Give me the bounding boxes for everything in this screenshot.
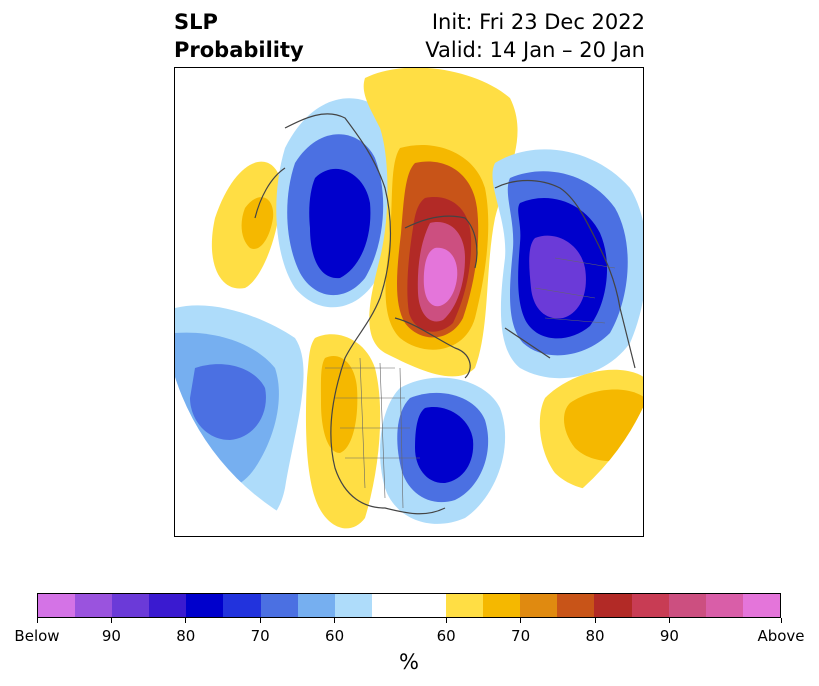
political-borders [325,257,616,509]
colorbar-tick-label: 70 [250,627,270,645]
probability-shading [175,68,643,536]
colorbar-swatch [705,594,743,617]
colorbar-tick [36,618,38,623]
colorbar-swatch [149,594,187,617]
anomaly-alaska-core [309,168,371,279]
colorbar-unit: % [399,650,419,674]
colorbar-tick-label: 90 [101,627,121,645]
title-line-2: Probability [174,38,304,62]
map-dates: Init: Fri 23 Dec 2022 Valid: 14 Jan – 20… [425,8,645,64]
title-line-1: SLP [174,10,218,34]
colorbar-swatch [408,594,447,617]
colorbar-swatch [186,594,224,617]
colorbar-tick [445,618,447,623]
colorbar-tick-label: 60 [436,627,456,645]
colorbar-swatch [594,594,632,617]
colorbar-tick-label: 80 [585,627,605,645]
colorbar-swatch [446,594,484,617]
colorbar-tick [668,618,670,623]
colorbar [37,593,781,618]
colorbar-tick-label: Above [757,627,805,645]
colorbar-tick [780,618,782,623]
colorbar-tick-label: 70 [511,627,531,645]
valid-range: Valid: 14 Jan – 20 Jan [425,38,645,62]
map-title: SLP Probability [174,8,304,64]
colorbar-tick [185,618,187,623]
colorbar-tick [110,618,112,623]
colorbar-swatch [223,594,261,617]
colorbar-swatch [483,594,521,617]
anomaly-north-pacific-above-core [241,197,274,249]
colorbar-swatch [75,594,113,617]
colorbar-swatch [557,594,595,617]
colorbar-swatch [668,594,706,617]
coastlines [254,113,636,515]
colorbar-tick [520,618,522,623]
anomaly-western-na-core [320,356,358,453]
anomaly-europe-core [529,235,586,319]
colorbar-swatch [334,594,372,617]
colorbar-swatch [631,594,669,617]
colorbar-tick [594,618,596,623]
probability-map [175,68,643,536]
colorbar-swatch [112,594,150,617]
colorbar-swatch [297,594,335,617]
colorbar-tick [334,618,336,623]
colorbar-swatch [371,594,409,617]
map-panel [174,67,644,537]
colorbar-tick [259,618,261,623]
init-date: Init: Fri 23 Dec 2022 [431,10,645,34]
colorbar-tick-label: 90 [659,627,679,645]
colorbar-swatch [742,594,780,617]
colorbar-swatch [38,594,76,617]
colorbar-tick-label: 80 [176,627,196,645]
colorbar-tick-label: Below [14,627,60,645]
anomaly-east-canada-core [415,407,474,484]
colorbar-swatch [520,594,558,617]
anomaly-west-pacific-core [190,364,266,440]
colorbar-tick-label: 60 [325,627,345,645]
colorbar-swatch [260,594,298,617]
anomaly-arctic-core [423,247,458,307]
